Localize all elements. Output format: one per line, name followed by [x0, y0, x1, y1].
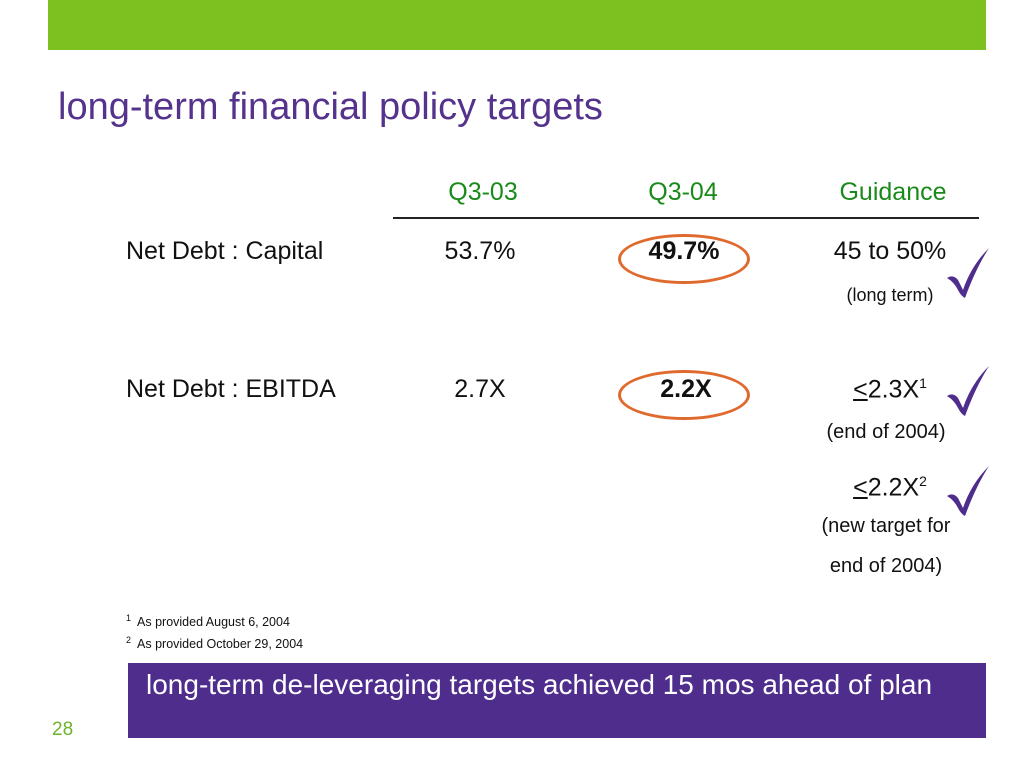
summary-banner: long-term de-leveraging targets achieved… [128, 663, 986, 738]
summary-banner-text: long-term de-leveraging targets achieved… [146, 669, 933, 700]
guidance-note-ebitda: (end of 2004) [826, 421, 946, 443]
highlight-circle-capital [618, 234, 750, 284]
checkmark-icon [947, 248, 989, 298]
footnote-ref-2: 2 [919, 473, 927, 489]
lte-symbol: < [853, 473, 868, 502]
new-target-note-line2: end of 2004) [829, 555, 943, 577]
row-label-net-debt-ebitda: Net Debt : EBITDA [126, 375, 336, 403]
top-accent-bar [48, 0, 986, 50]
value-q3-04-ebitda: 2.2X [660, 375, 712, 403]
footnotes: 1 As provided August 6, 2004 2 As provided… [126, 609, 303, 653]
guidance-ebitda: <2.3X1 [800, 375, 980, 404]
guidance-note-capital: (long term) [846, 285, 934, 305]
guidance-capital: 45 to 50% [833, 237, 947, 265]
value-q3-03-ebitda: 2.7X [454, 375, 506, 403]
checkmark-icon [947, 466, 989, 516]
new-target-ebitda: <2.2X2 [800, 473, 980, 502]
lte-symbol: < [853, 375, 868, 404]
value-q3-03-capital: 53.7% [444, 237, 516, 265]
value-q3-04-capital: 49.7% [648, 237, 720, 265]
column-header-guidance: Guidance [839, 178, 947, 206]
page-number: 28 [52, 719, 74, 740]
guidance-ebitda-value: 2.3X [867, 375, 920, 404]
footnote-2: 2 As provided October 29, 2004 [126, 635, 304, 652]
new-target-note-line1: (new target for [821, 515, 951, 537]
highlight-circle-ebitda [618, 370, 750, 420]
page-title: long-term financial policy targets [58, 86, 603, 128]
row-label-net-debt-capital: Net Debt : Capital [126, 237, 324, 265]
header-divider [393, 217, 979, 219]
checkmark-icon [947, 366, 989, 416]
column-header-q3-03: Q3-03 [448, 178, 518, 206]
column-header-q3-04: Q3-04 [648, 178, 718, 206]
footnote-ref-1: 1 [919, 375, 927, 391]
new-target-value: 2.2X [867, 473, 920, 502]
footnote-1: 1 As provided August 6, 2004 [126, 613, 290, 630]
